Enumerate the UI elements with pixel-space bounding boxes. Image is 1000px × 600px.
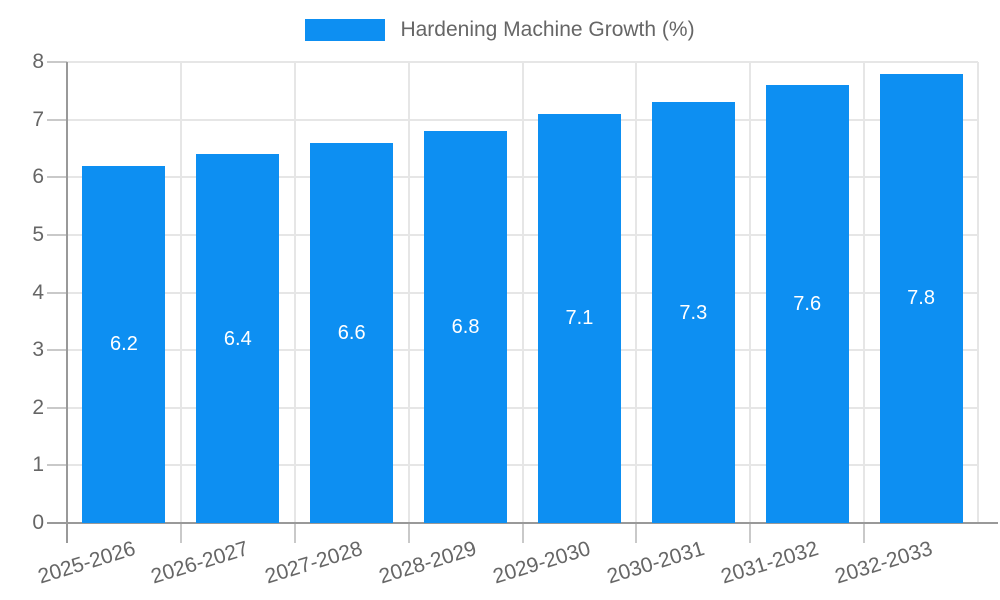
bar-value-label: 6.2 [110, 333, 138, 356]
legend-label: Hardening Machine Growth (%) [400, 18, 695, 41]
x-tick-label: 2025-2026 [34, 537, 138, 589]
gridline-vertical [863, 62, 866, 523]
bar: 6.2 [82, 165, 166, 523]
gridline-vertical [749, 62, 752, 523]
x-tick [635, 523, 638, 543]
bar: 7.3 [651, 102, 735, 523]
gridline-vertical [635, 62, 638, 523]
y-tick [47, 406, 67, 409]
x-tick [293, 523, 296, 543]
bar: 6.4 [196, 154, 280, 523]
y-axis-line [66, 62, 68, 543]
y-tick [47, 176, 67, 179]
gridline-vertical [293, 62, 296, 523]
bar-value-label: 7.6 [793, 293, 822, 316]
bar: 7.1 [537, 113, 621, 523]
gridline-vertical [179, 62, 182, 523]
gridline-vertical [521, 62, 524, 523]
x-tick [749, 523, 752, 543]
y-tick [47, 291, 67, 294]
bar: 7.8 [879, 73, 963, 523]
x-tick-label: 2030-2031 [604, 537, 708, 589]
bar-value-label: 7.8 [907, 287, 935, 310]
x-tick [179, 523, 182, 543]
bar-value-label: 7.3 [679, 301, 708, 324]
x-tick-label: 2029-2030 [490, 537, 594, 589]
x-tick-label: 2032-2033 [832, 537, 935, 589]
bar-value-label: 7.1 [565, 307, 594, 330]
bar-value-label: 6.8 [451, 316, 480, 339]
y-tick-label: 7 [32, 107, 44, 131]
y-tick-label: 1 [32, 453, 44, 477]
x-tick-label: 2031-2032 [718, 537, 821, 589]
legend-swatch [305, 19, 386, 41]
gridline-vertical [407, 62, 410, 523]
bar: 6.6 [310, 142, 394, 523]
y-tick-label: 4 [32, 280, 44, 304]
y-tick [47, 233, 67, 236]
x-tick [521, 523, 524, 543]
bar: 7.6 [765, 85, 849, 523]
x-axis-line [47, 522, 998, 524]
bar-value-label: 6.4 [223, 327, 252, 350]
legend: Hardening Machine Growth (%) [0, 18, 1000, 42]
y-tick-label: 5 [32, 222, 44, 246]
x-tick-label: 2027-2028 [262, 537, 366, 589]
y-tick [47, 349, 67, 352]
y-tick [47, 118, 67, 121]
x-tick [407, 523, 410, 543]
x-tick-label: 2028-2029 [376, 537, 480, 589]
x-tick [863, 523, 866, 543]
gridline-vertical [977, 62, 979, 523]
y-tick-label: 8 [32, 50, 44, 73]
y-tick-label: 2 [32, 395, 44, 419]
y-tick-label: 0 [32, 511, 44, 534]
y-tick [47, 464, 67, 467]
bar-value-label: 6.6 [337, 321, 366, 344]
y-tick [47, 61, 67, 63]
y-tick-label: 3 [32, 338, 44, 362]
y-tick-label: 6 [32, 165, 44, 189]
x-tick-label: 2026-2027 [148, 537, 252, 589]
bar: 6.8 [424, 131, 508, 523]
